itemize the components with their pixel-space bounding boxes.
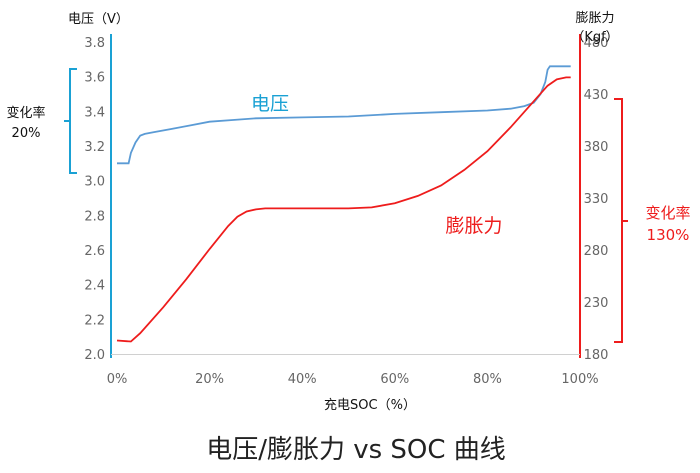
- right-tick-label: 180: [584, 348, 609, 363]
- right-tick-label: 330: [584, 192, 609, 207]
- left-tick-label: 2.0: [84, 348, 105, 363]
- x-tick-label: 80%: [473, 372, 502, 387]
- left-tick-label: 3.6: [84, 71, 105, 86]
- right-axis-title-line2: （Kgf）: [571, 30, 618, 45]
- left-tick-label: 2.6: [84, 244, 105, 259]
- left-tick-label: 3.4: [84, 105, 105, 120]
- right-range-label: 变化率: [645, 204, 690, 222]
- right-tick-label: 280: [584, 244, 609, 259]
- left-tick-label: 2.4: [84, 279, 105, 294]
- x-tick-group: 0% 20% 40% 60% 80% 100%: [107, 372, 599, 387]
- left-axis-title: 电压（V）: [68, 12, 129, 27]
- chart-title: 电压/膨胀力 vs SOC 曲线: [206, 435, 506, 465]
- x-tick-label: 40%: [288, 372, 317, 387]
- x-tick-label: 60%: [380, 372, 409, 387]
- left-tick-label: 3.0: [84, 175, 105, 190]
- right-tick-label: 480: [584, 36, 609, 51]
- right-tick-label: 230: [584, 296, 609, 311]
- left-range-label: 变化率: [6, 105, 45, 121]
- right-range-value: 130%: [647, 226, 690, 244]
- x-axis-title: 充电SOC（%）: [324, 397, 416, 413]
- right-tick-label: 430: [584, 88, 609, 103]
- left-tick-label: 2.2: [84, 313, 105, 328]
- left-range-value: 20%: [12, 126, 41, 141]
- left-tick-group: 2.0 2.2 2.4 2.6 2.8 3.0 3.2 3.4 3.6 3.8: [84, 36, 105, 363]
- x-tick-label: 0%: [107, 372, 128, 387]
- right-tick-label: 380: [584, 140, 609, 155]
- series-line-voltage: [117, 65, 571, 165]
- x-tick-label: 20%: [195, 372, 224, 387]
- left-tick-label: 2.8: [84, 209, 105, 224]
- left-range-bracket: [64, 68, 77, 174]
- right-tick-group: 180 230 280 330 380 430 480: [584, 36, 609, 363]
- left-tick-label: 3.8: [84, 36, 105, 51]
- force-series-label: 膨胀力: [445, 215, 502, 237]
- right-axis-title-line1: 膨胀力: [575, 11, 614, 26]
- left-tick-label: 3.2: [84, 140, 105, 155]
- right-range-bracket: [614, 98, 628, 343]
- series-line-force: [116, 76, 571, 343]
- voltage-series-label: 电压: [251, 93, 289, 115]
- x-tick-label: 100%: [561, 372, 598, 387]
